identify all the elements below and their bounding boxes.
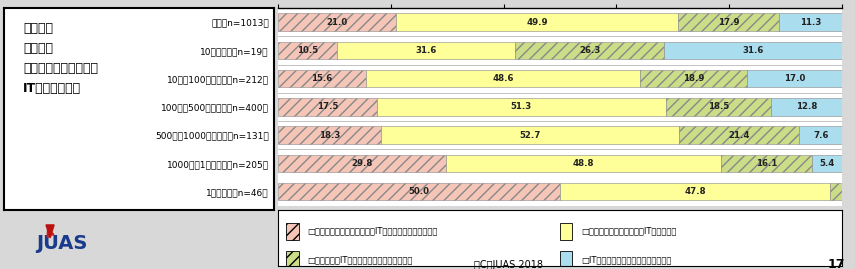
Text: 48.8: 48.8 [573,159,594,168]
Bar [779,13,843,31]
Bar [278,155,446,172]
Bar [678,13,779,31]
Text: 17.0: 17.0 [784,74,805,83]
Bar [278,13,397,31]
Text: 15.6: 15.6 [311,74,333,83]
Bar [366,70,640,87]
Bar [812,155,843,172]
Text: 16.1: 16.1 [756,159,777,168]
Text: JUAS: JUAS [37,234,88,253]
Bar [278,42,337,59]
Text: □経営戦略の一施策としてIT戦略がある: □経営戦略の一施策としてIT戦略がある [581,227,676,236]
Bar [722,155,812,172]
Text: 12.8: 12.8 [796,102,817,111]
Bar [770,98,843,116]
Bar [446,155,722,172]
Text: □IT戦略自体の検討がなされていない: □IT戦略自体の検討がなされていない [581,255,671,264]
Text: 29.8: 29.8 [351,159,373,168]
Bar [799,126,842,144]
Text: 50.0: 50.0 [409,187,429,196]
Bar [666,98,770,116]
Bar [663,42,842,59]
Text: 21.4: 21.4 [728,131,750,140]
Text: 7.6: 7.6 [813,131,828,140]
Text: 5.4: 5.4 [820,159,835,168]
Text: 52.7: 52.7 [519,131,540,140]
Text: 51.3: 51.3 [510,102,532,111]
Text: 26.3: 26.3 [579,46,600,55]
Text: □経営戦略を実現するためにIT戦略は無くてはならない: □経営戦略を実現するためにIT戦略は無くてはならない [307,227,438,236]
Text: 21.0: 21.0 [327,18,348,27]
Text: 17: 17 [828,258,845,269]
Text: 17.9: 17.9 [717,18,740,27]
Bar [640,70,746,87]
Bar [278,183,560,200]
Bar [337,42,516,59]
Text: 10.5: 10.5 [297,46,318,55]
Text: 17.5: 17.5 [316,102,338,111]
Text: 売上高別
経営戦略
（企業・事業戦略）と
IT戦略の関係性: 売上高別 経営戦略 （企業・事業戦略）と IT戦略の関係性 [23,22,98,95]
Text: 49.9: 49.9 [527,18,548,27]
Text: 18.9: 18.9 [683,74,705,83]
Text: 18.3: 18.3 [319,131,340,140]
Text: 31.6: 31.6 [416,46,437,55]
Text: 48.6: 48.6 [492,74,514,83]
Text: 18.5: 18.5 [708,102,729,111]
Text: 47.8: 47.8 [684,187,705,196]
Text: □経営戦略はIT戦略以外の戦略が重要となる: □経営戦略はIT戦略以外の戦略が重要となる [307,255,413,264]
Bar [286,251,298,268]
Bar [381,126,679,144]
Text: 31.6: 31.6 [742,46,764,55]
Polygon shape [46,225,54,238]
Bar [516,42,663,59]
Bar [746,70,843,87]
Bar [679,126,799,144]
Bar [278,70,366,87]
Bar [278,126,381,144]
Bar [560,251,573,268]
Bar [397,13,678,31]
Bar [278,98,376,116]
Bar [829,183,842,200]
Text: （C）JUAS 2018: （C）JUAS 2018 [475,260,543,269]
Bar [286,223,298,240]
Bar [560,223,573,240]
Text: 11.3: 11.3 [800,18,822,27]
Bar [560,183,829,200]
Bar [376,98,666,116]
